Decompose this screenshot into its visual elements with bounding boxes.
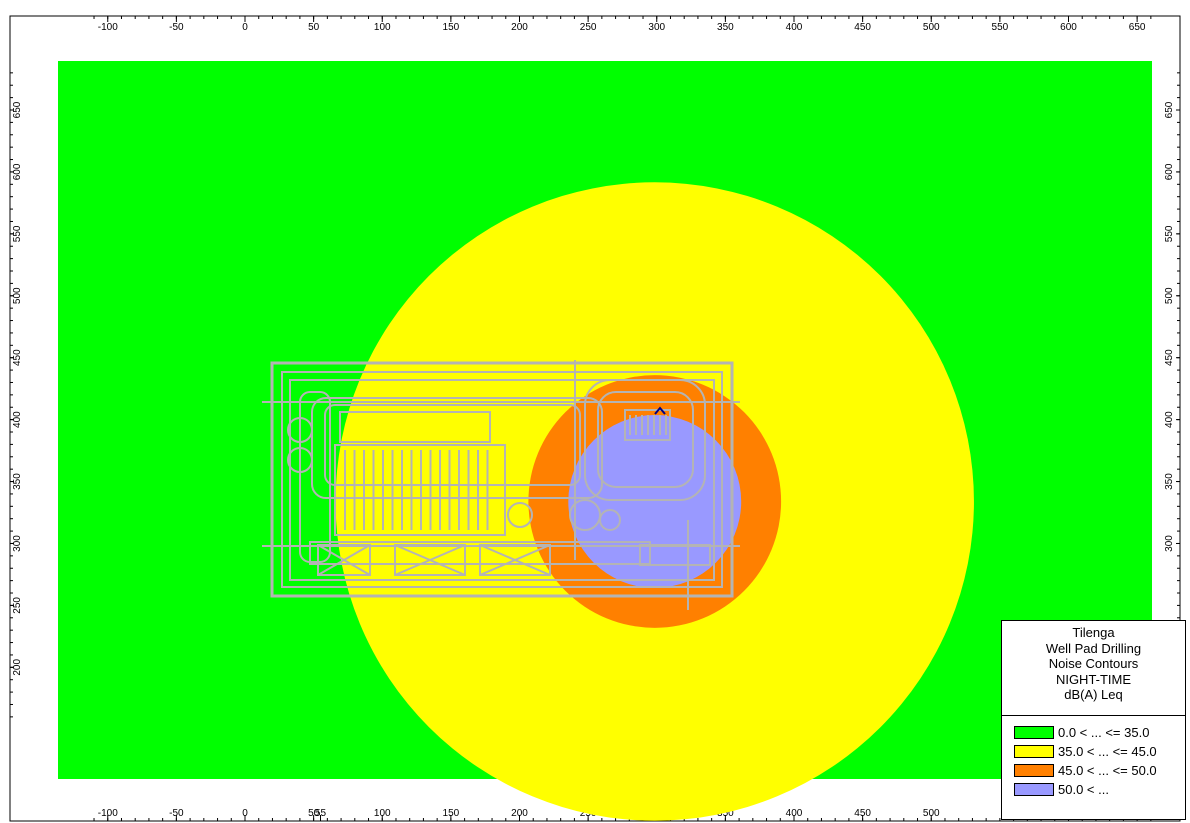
x-tick-label-top: 250 xyxy=(580,22,597,33)
legend-item-label: 35.0 < ... <= 45.0 xyxy=(1058,744,1157,759)
y-tick-label-right: 300 xyxy=(1164,535,1175,552)
legend-item-label: 45.0 < ... <= 50.0 xyxy=(1058,763,1157,778)
x-tick-label-top: 600 xyxy=(1060,22,1077,33)
x-tick-label-bottom: 150 xyxy=(443,808,460,819)
x-tick-label-bottom: 500 xyxy=(923,808,940,819)
legend-title-line: dB(A) Leq xyxy=(1064,687,1123,702)
y-tick-label-left: 500 xyxy=(12,287,23,304)
x-tick-label-top: 50 xyxy=(308,22,320,33)
x-tick-label-top: 450 xyxy=(854,22,871,33)
contour-bands xyxy=(335,182,974,821)
legend-title-line: Well Pad Drilling xyxy=(1045,640,1142,656)
legend-item: 35.0 < ... <= 45.0 xyxy=(1014,742,1185,761)
legend-title-line: Tilenga xyxy=(1072,625,1115,640)
legend-title: Tilenga Well Pad Drilling Noise Contours… xyxy=(1002,621,1185,716)
y-tick-label-left: 600 xyxy=(12,163,23,180)
x-tick-label-top: 350 xyxy=(717,22,734,33)
x-tick-label-top: 100 xyxy=(374,22,391,33)
y-tick-label-right: 600 xyxy=(1164,163,1175,180)
x-tick-label-top: 150 xyxy=(443,22,460,33)
x-tick-label-top: 200 xyxy=(511,22,528,33)
legend-item: 0.0 < ... <= 35.0 xyxy=(1014,723,1185,742)
y-tick-label-left: 250 xyxy=(12,597,23,614)
y-tick-label-left: 200 xyxy=(12,659,23,676)
legend-item: 45.0 < ... <= 50.0 xyxy=(1014,761,1185,780)
x-tick-label-bottom: 100 xyxy=(374,808,391,819)
x-tick-label-bottom: 350 xyxy=(717,808,734,819)
y-tick-label-left: 300 xyxy=(12,535,23,552)
x-tick-label-bottom: 55 xyxy=(315,808,327,819)
x-tick-label-top: 400 xyxy=(786,22,803,33)
x-tick-label-top: 500 xyxy=(923,22,940,33)
y-tick-label-right: 550 xyxy=(1164,225,1175,242)
legend-items: 0.0 < ... <= 35.0 35.0 < ... <= 45.0 45.… xyxy=(1002,716,1185,799)
x-tick-label-top: 650 xyxy=(1129,22,1146,33)
y-tick-label-left: 550 xyxy=(12,225,23,242)
legend-item-label: 50.0 < ... xyxy=(1058,782,1109,797)
y-tick-label-right: 450 xyxy=(1164,349,1175,366)
legend-swatch-1 xyxy=(1014,745,1054,758)
x-tick-label-top: 300 xyxy=(648,22,665,33)
legend-title-line: NIGHT-TIME xyxy=(1055,671,1132,687)
x-tick-label-bottom: 50 xyxy=(308,808,320,819)
y-tick-label-right: 350 xyxy=(1164,473,1175,490)
x-tick-label-bottom: 450 xyxy=(854,808,871,819)
legend-item: 50.0 < ... xyxy=(1014,780,1185,799)
x-tick-label-bottom: 0 xyxy=(242,808,248,819)
x-tick-label-top: -50 xyxy=(169,22,184,33)
legend-swatch-2 xyxy=(1014,764,1054,777)
legend-item-label: 0.0 < ... <= 35.0 xyxy=(1058,725,1150,740)
x-tick-label-bottom: -50 xyxy=(169,808,184,819)
x-tick-label-bottom: 400 xyxy=(786,808,803,819)
well-pad-site-plan xyxy=(262,360,740,610)
x-tick-label-bottom: 200 xyxy=(511,808,528,819)
legend-swatch-0 xyxy=(1014,726,1054,739)
y-tick-label-right: 500 xyxy=(1164,287,1175,304)
x-tick-label-top: -100 xyxy=(98,22,118,33)
y-tick-label-left: 450 xyxy=(12,349,23,366)
noise-source-marker xyxy=(654,406,666,415)
map-legend: Tilenga Well Pad Drilling Noise Contours… xyxy=(1001,620,1186,820)
y-tick-label-right: 400 xyxy=(1164,411,1175,428)
y-tick-label-left: 650 xyxy=(12,101,23,118)
y-tick-label-right: 650 xyxy=(1164,101,1175,118)
x-tick-label-top: 0 xyxy=(242,22,248,33)
y-tick-label-left: 400 xyxy=(12,411,23,428)
y-tick-label-left: 350 xyxy=(12,473,23,490)
x-tick-label-bottom: -100 xyxy=(98,808,118,819)
legend-swatch-3 xyxy=(1014,783,1054,796)
legend-title-line: Noise Contours xyxy=(1048,656,1139,671)
x-tick-label-top: 550 xyxy=(992,22,1009,33)
